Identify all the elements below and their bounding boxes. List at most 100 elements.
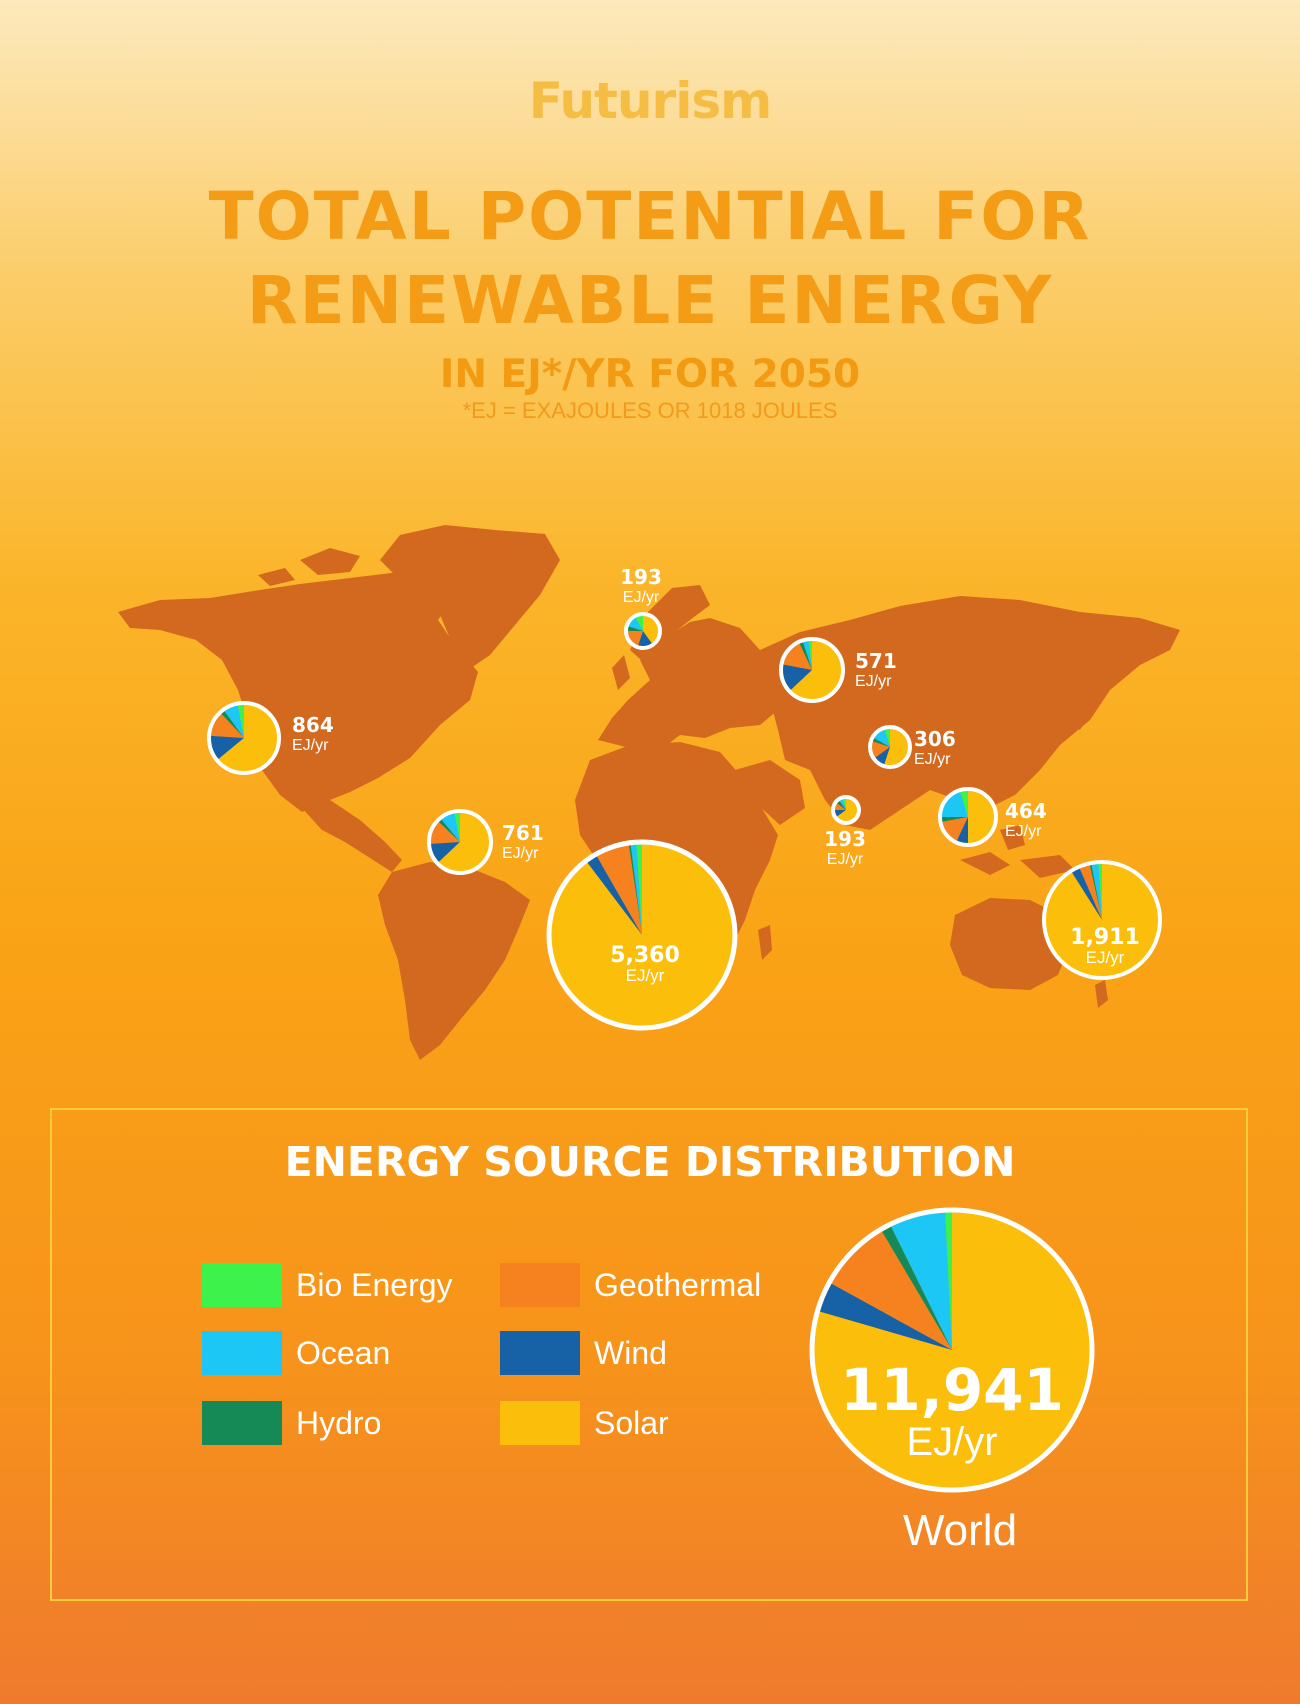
pie-india-slice-ocean <box>838 797 846 810</box>
pie-india-unit: EJ/yr <box>827 851 864 868</box>
futurism-logo: Futurism <box>528 72 772 130</box>
pie-africa-slice-ocean <box>630 842 642 935</box>
pie-north-america-slice-solar <box>217 703 280 773</box>
pie-former-soviet-union-slice-bio-energy <box>808 639 812 670</box>
pie-southeast-asia-slice-wind <box>956 817 968 845</box>
page-title-line1: TOTAL POTENTIAL FOR <box>208 178 1092 255</box>
pie-africa-slice-hydro <box>628 842 642 935</box>
pie-north-america-unit: EJ/yr <box>292 737 329 754</box>
pie-former-soviet-union-slice-solar <box>789 639 843 701</box>
legend-label-geothermal: Geothermal <box>594 1266 762 1303</box>
map-new-zealand <box>1095 980 1108 1008</box>
map-central-america <box>302 800 402 872</box>
pie-oceania-slice-bio-energy <box>1098 862 1102 920</box>
pie-southeast-asia-slice-geothermal <box>940 817 968 843</box>
map-madagascar <box>758 925 772 960</box>
pie-oceania-unit: EJ/yr <box>1086 948 1125 967</box>
pie-europe-slice-hydro <box>626 625 643 631</box>
pie-latin-america-slice-solar <box>437 811 492 873</box>
map-north-america <box>118 560 478 812</box>
pie-europe-value: 193 <box>620 565 662 589</box>
pie-africa-slice-geothermal <box>595 842 642 935</box>
pie-southeast-asia-value: 464 <box>1005 799 1047 823</box>
pie-southeast-asia-slice-solar <box>968 789 996 845</box>
unit-footnote: *EJ = EXAJOULES OR 1018 JOULES <box>462 398 838 423</box>
pie-former-soviet-union-slice-geothermal <box>781 641 812 670</box>
wind-swatch <box>500 1331 580 1375</box>
pie-india-ring <box>831 795 861 825</box>
pie-europe-unit: EJ/yr <box>623 589 660 606</box>
pie-north-america-ring <box>207 701 281 775</box>
pie-oceania-slice-geothermal <box>1078 863 1102 920</box>
pie-north-america-slice-geothermal <box>209 712 244 738</box>
pie-europe-slice-geothermal <box>626 631 643 648</box>
pie-europe-slice-wind <box>637 631 653 648</box>
pie-oceania-slice-solar <box>1044 862 1160 978</box>
map-europe <box>598 618 778 750</box>
map-asia <box>760 596 1180 830</box>
legend-item-solar: Solar <box>500 1401 669 1445</box>
world-total-unit: EJ/yr <box>906 1420 997 1464</box>
legend-item-hydro: Hydro <box>202 1401 381 1445</box>
map-uk <box>612 655 630 690</box>
region-labels: 864EJ/yr761EJ/yr193EJ/yr5,360EJ/yr571EJ/… <box>292 565 1140 985</box>
pie-southeast-asia-unit: EJ/yr <box>1005 823 1042 840</box>
legend-label-solar: Solar <box>594 1404 669 1441</box>
pie-former-soviet-union-ring <box>779 637 845 703</box>
pie-latin-america-value: 761 <box>502 821 544 845</box>
legend-item-geothermal: Geothermal <box>500 1263 761 1307</box>
pie-southeast-asia-slice-bio-energy <box>959 789 968 817</box>
pie-oceania-ring <box>1042 860 1162 980</box>
pie-former-soviet-union-slice-hydro <box>798 640 812 670</box>
legend-title: ENERGY SOURCE DISTRIBUTION <box>284 1138 1016 1186</box>
map-arctic-islands <box>258 548 360 586</box>
pie-china-slice-geothermal <box>870 740 890 759</box>
pie-oceania-slice-hydro <box>1089 863 1102 920</box>
pie-north-america-slice-ocean <box>223 703 244 738</box>
pie-china-slice-hydro <box>870 737 890 747</box>
world-pie <box>809 1207 1095 1493</box>
map-se-asia-islands <box>960 825 1075 878</box>
map-australia <box>950 898 1070 990</box>
pie-africa-value: 5,360 <box>610 943 680 968</box>
pie-europe-slice-bio-energy <box>634 614 643 631</box>
pie-latin-america-slice-bio-energy <box>454 811 460 842</box>
pie-africa-slice-bio-energy <box>636 842 642 935</box>
pie-oceania-value: 1,911 <box>1070 925 1140 950</box>
map-greenland <box>380 525 560 670</box>
pie-oceania-slice-wind <box>1070 866 1102 920</box>
pie-world-ring <box>809 1207 1095 1493</box>
pie-latin-america-ring <box>427 809 493 875</box>
solar-swatch <box>500 1401 580 1445</box>
pie-world-slice-hydro <box>880 1224 952 1350</box>
pie-world-slice-ocean <box>890 1210 952 1350</box>
pie-north-america-slice-bio-energy <box>237 703 244 738</box>
pie-latin-america-slice-hydro <box>437 818 460 842</box>
legend-label-wind: Wind <box>594 1334 667 1371</box>
pie-north-america-value: 864 <box>292 713 334 737</box>
pie-china-slice-bio-energy <box>883 727 890 747</box>
pie-former-soviet-union-value: 571 <box>855 649 897 673</box>
pie-china-unit: EJ/yr <box>914 751 951 768</box>
world-pie-labels: 11,941 EJ/yr <box>840 1356 1064 1464</box>
pie-africa-unit: EJ/yr <box>626 966 665 985</box>
geothermal-swatch <box>500 1263 580 1307</box>
pie-southeast-asia-slice-hydro <box>940 817 968 823</box>
pie-former-soviet-union-slice-wind <box>780 664 812 692</box>
pie-latin-america-unit: EJ/yr <box>502 845 539 862</box>
pie-north-america-slice-hydro <box>220 709 244 738</box>
pie-latin-america-slice-ocean <box>440 811 460 842</box>
pie-latin-america-slice-wind <box>429 842 460 864</box>
legend-panel <box>50 1108 1248 1601</box>
pie-world-slice-solar <box>812 1210 1092 1491</box>
map-south-america <box>378 862 530 1060</box>
pie-india-value: 193 <box>824 827 866 851</box>
pie-europe-ring <box>624 612 662 650</box>
ocean-swatch <box>202 1331 282 1375</box>
pie-oceania-slice-ocean <box>1091 862 1102 920</box>
legend-item-bio-energy: Bio Energy <box>202 1263 453 1307</box>
map-arabia <box>735 760 805 825</box>
world-total-value: 11,941 <box>840 1356 1064 1424</box>
map-japan <box>1068 685 1095 730</box>
